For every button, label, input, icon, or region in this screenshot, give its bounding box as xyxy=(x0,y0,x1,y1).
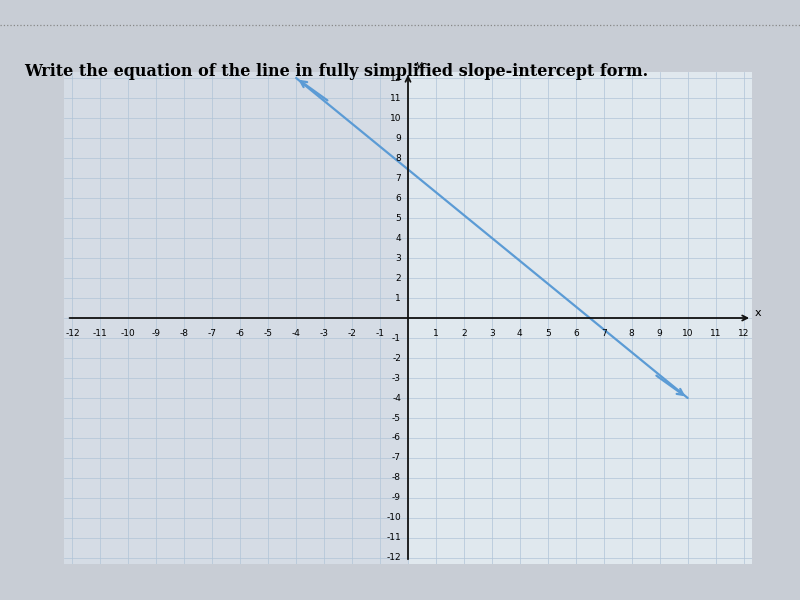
Text: 10: 10 xyxy=(390,113,401,122)
Text: -12: -12 xyxy=(65,329,80,338)
Text: -11: -11 xyxy=(386,533,401,542)
Text: 10: 10 xyxy=(682,329,694,338)
Text: -10: -10 xyxy=(386,514,401,523)
Text: -1: -1 xyxy=(375,329,385,338)
Text: 12: 12 xyxy=(390,74,401,83)
Text: -1: -1 xyxy=(392,334,401,343)
Text: -4: -4 xyxy=(392,394,401,403)
Text: -9: -9 xyxy=(392,493,401,503)
Text: 6: 6 xyxy=(573,329,578,338)
Text: 5: 5 xyxy=(395,214,401,223)
Text: -5: -5 xyxy=(264,329,273,338)
Text: -8: -8 xyxy=(392,473,401,482)
Text: -4: -4 xyxy=(292,329,301,338)
Text: -3: -3 xyxy=(392,373,401,383)
Text: 2: 2 xyxy=(461,329,466,338)
Text: Write the equation of the line in fully simplified slope-intercept form.: Write the equation of the line in fully … xyxy=(24,63,648,80)
Text: 6: 6 xyxy=(395,194,401,203)
Text: 3: 3 xyxy=(489,329,494,338)
Text: 4: 4 xyxy=(395,233,401,242)
Text: 9: 9 xyxy=(657,329,662,338)
Text: 3: 3 xyxy=(395,254,401,263)
Text: -7: -7 xyxy=(208,329,217,338)
Text: 1: 1 xyxy=(433,329,439,338)
Text: -12: -12 xyxy=(386,553,401,563)
Text: 5: 5 xyxy=(545,329,550,338)
Text: 2: 2 xyxy=(395,274,401,283)
Text: -3: -3 xyxy=(319,329,329,338)
Text: y: y xyxy=(415,60,422,70)
Text: 8: 8 xyxy=(395,154,401,163)
Text: 9: 9 xyxy=(395,134,401,143)
Text: -9: -9 xyxy=(152,329,161,338)
Text: -10: -10 xyxy=(121,329,136,338)
Text: -11: -11 xyxy=(93,329,108,338)
Bar xyxy=(408,72,752,564)
Text: 8: 8 xyxy=(629,329,634,338)
Text: 12: 12 xyxy=(738,329,750,338)
Text: -7: -7 xyxy=(392,454,401,463)
Text: 7: 7 xyxy=(601,329,606,338)
Text: -2: -2 xyxy=(392,353,401,362)
Text: 7: 7 xyxy=(395,173,401,182)
Text: 1: 1 xyxy=(395,293,401,302)
Text: -8: -8 xyxy=(180,329,189,338)
Text: x: x xyxy=(754,308,762,318)
Text: 11: 11 xyxy=(390,94,401,103)
Text: 11: 11 xyxy=(710,329,722,338)
Text: -6: -6 xyxy=(392,433,401,443)
Text: -6: -6 xyxy=(236,329,245,338)
Text: -2: -2 xyxy=(348,329,357,338)
Text: -5: -5 xyxy=(392,413,401,422)
Text: 4: 4 xyxy=(517,329,522,338)
